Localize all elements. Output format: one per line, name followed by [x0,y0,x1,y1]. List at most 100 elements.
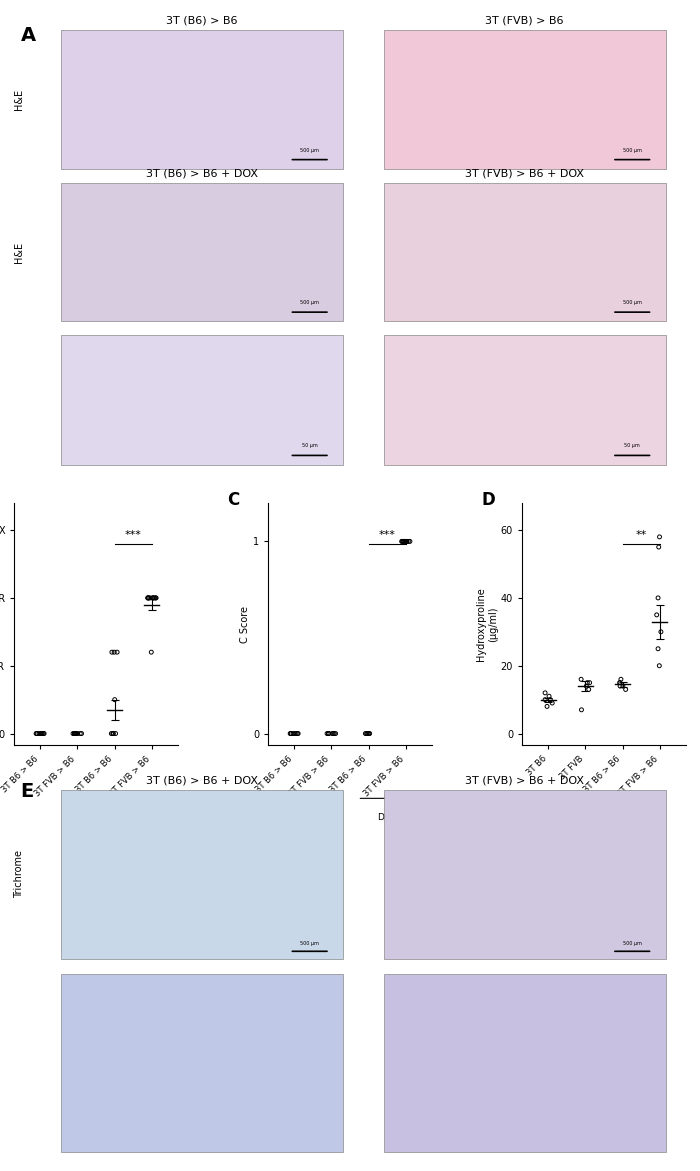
Point [321,724,332,742]
FancyBboxPatch shape [61,974,343,1151]
Text: 500 μm: 500 μm [623,300,642,306]
Point [32,724,43,742]
Point [286,724,297,742]
FancyBboxPatch shape [61,335,343,465]
Point [653,537,664,556]
Point [285,724,296,742]
Point [361,724,372,742]
Point [402,532,414,550]
Point [652,589,664,608]
Point [146,643,157,662]
Point [364,724,375,742]
Y-axis label: C Score: C Score [240,605,250,643]
Text: E: E [21,782,34,801]
Text: H&E: H&E [14,241,24,262]
Point [76,724,87,742]
Point [108,724,119,742]
FancyBboxPatch shape [61,30,343,169]
Text: 50 μm: 50 μm [302,444,318,448]
Point [32,724,43,742]
Text: 500 μm: 500 μm [300,148,319,152]
Text: D: D [481,491,495,509]
Point [396,532,407,550]
Point [38,724,49,742]
Text: 500 μm: 500 μm [623,940,642,945]
Point [545,690,556,708]
Point [36,724,47,742]
Point [396,532,407,550]
Point [144,589,155,608]
Text: 3T (B6) > B6 + DOX: 3T (B6) > B6 + DOX [146,169,258,178]
Point [584,673,595,692]
Point [540,684,551,703]
Text: 3T (B6) > B6 + DOX: 3T (B6) > B6 + DOX [146,775,258,786]
Point [654,527,665,546]
Point [144,589,155,608]
FancyBboxPatch shape [61,183,343,321]
Point [69,724,80,742]
Point [109,690,120,708]
Point [582,673,593,692]
Text: 3T (FVB) > B6 + DOX: 3T (FVB) > B6 + DOX [466,169,584,178]
FancyBboxPatch shape [61,789,343,959]
Point [147,589,158,608]
Point [614,673,625,692]
Point [360,724,371,742]
Point [361,724,372,742]
Point [323,724,334,742]
Text: 500 μm: 500 μm [300,940,319,945]
Point [401,532,412,550]
Point [323,724,335,742]
Point [400,532,411,550]
Point [72,724,83,742]
Text: 500 μm: 500 μm [623,148,642,152]
Point [31,724,42,742]
Point [327,724,338,742]
Point [576,700,587,719]
Text: 3T (FVB) > B6: 3T (FVB) > B6 [486,15,564,26]
Point [651,605,662,624]
Point [363,724,374,742]
Text: Trichrome: Trichrome [14,850,24,898]
Point [547,693,558,712]
Point [36,724,48,742]
Point [36,724,47,742]
Point [286,724,297,742]
Point [71,724,83,742]
Text: 3T (B6) > B6: 3T (B6) > B6 [167,15,238,26]
Point [34,724,45,742]
Point [652,639,664,658]
Point [542,697,553,715]
Text: C: C [227,491,239,509]
Point [38,724,50,742]
Point [111,643,122,662]
Point [323,724,334,742]
Text: ***: *** [379,529,396,540]
Point [70,724,81,742]
Text: 50 μm: 50 μm [624,444,640,448]
FancyBboxPatch shape [384,183,666,321]
Point [67,724,78,742]
Text: DOX: DOX [123,813,143,822]
Point [583,680,594,699]
Point [363,724,374,742]
Point [289,724,300,742]
Point [398,532,409,550]
Text: 500 μm: 500 μm [300,300,319,306]
Point [290,724,302,742]
Point [614,673,625,692]
FancyBboxPatch shape [384,789,666,959]
Point [398,532,409,550]
Point [143,589,154,608]
Point [400,532,412,550]
Point [328,724,339,742]
Point [293,724,304,742]
FancyBboxPatch shape [384,974,666,1151]
Text: 3T (FVB) > B6 + DOX: 3T (FVB) > B6 + DOX [466,775,584,786]
Point [106,724,117,742]
Point [405,532,416,550]
Point [543,687,554,706]
Point [615,677,626,696]
Point [329,724,340,742]
Point [148,589,159,608]
